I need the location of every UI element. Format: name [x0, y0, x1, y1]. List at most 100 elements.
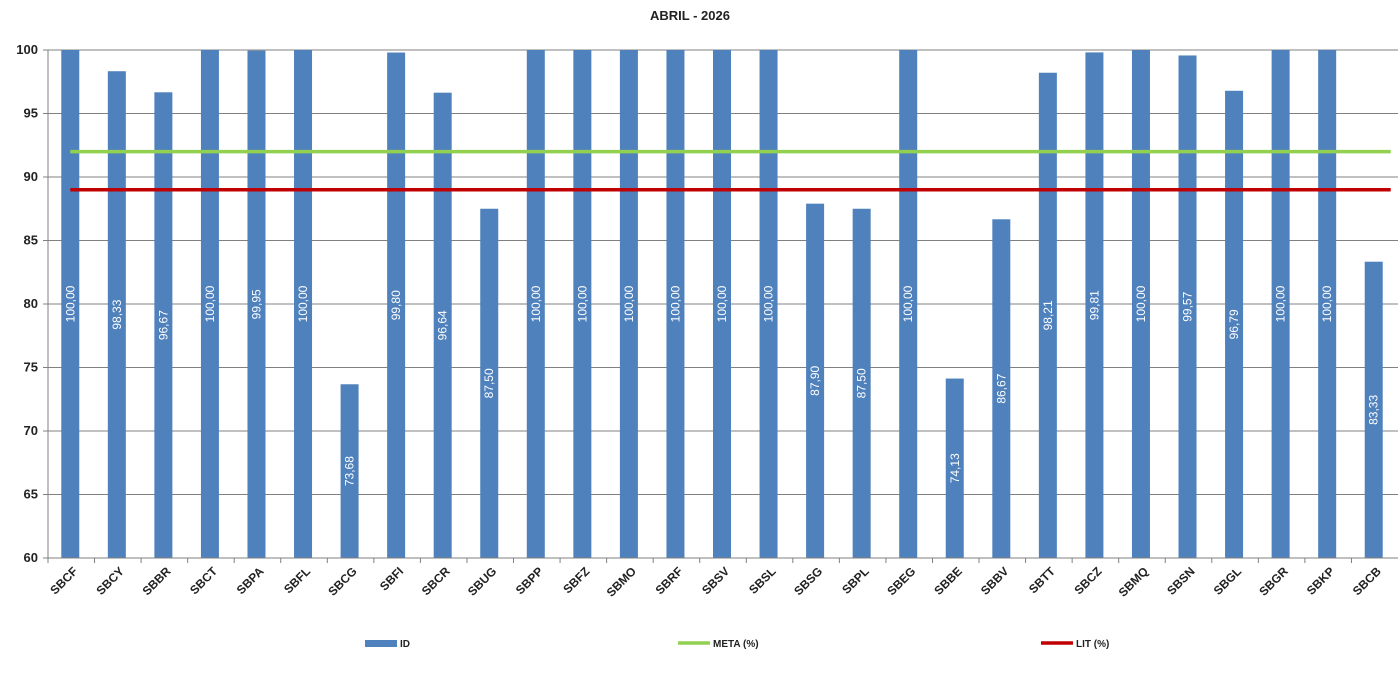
data-label: 100,00 — [715, 285, 729, 322]
x-tick-label: SBCB — [1350, 564, 1384, 598]
data-label: 74,13 — [948, 453, 962, 483]
data-label: 100,00 — [529, 285, 543, 322]
x-tick-label: SBUG — [465, 564, 499, 598]
data-label: 100,00 — [63, 285, 77, 322]
legend-label: ID — [400, 639, 410, 650]
data-label: 83,33 — [1367, 395, 1381, 425]
axes — [47, 50, 1398, 559]
data-label: 87,50 — [482, 368, 496, 398]
x-tick-label: SBCY — [93, 564, 126, 597]
x-tick-label: SBPP — [513, 564, 546, 597]
bar-sbsl — [759, 50, 778, 558]
data-label: 99,57 — [1181, 291, 1195, 321]
x-tick-label: SBGR — [1256, 564, 1291, 599]
x-tick-label: SBSV — [699, 564, 732, 597]
x-tick-label: SBCF — [47, 564, 80, 597]
y-tick-label: 80 — [24, 296, 38, 311]
data-label: 100,00 — [575, 285, 589, 322]
bar-sbmo — [619, 50, 638, 558]
data-label: 99,81 — [1087, 290, 1101, 320]
data-label: 99,80 — [389, 290, 403, 320]
legend-label: LIT (%) — [1076, 639, 1109, 650]
x-tick-label: SBCR — [419, 564, 453, 598]
bar-sbgl — [1225, 90, 1244, 558]
data-label: 96,67 — [156, 310, 170, 340]
x-tick-label: SBFI — [377, 564, 406, 593]
data-label: 73,68 — [343, 456, 357, 486]
data-label: 98,21 — [1041, 300, 1055, 330]
y-tick-label: 65 — [24, 487, 38, 502]
bar-sbeg — [899, 50, 918, 558]
x-tick-label: SBSL — [746, 564, 779, 597]
bar-sbug — [480, 208, 499, 558]
x-tick-label: SBRF — [653, 564, 686, 597]
legend: ID META (%) LIT (%) — [365, 639, 1109, 650]
x-tick-label: SBKP — [1304, 564, 1337, 597]
x-tick-label: SBCT — [187, 564, 220, 597]
data-label: 96,64 — [436, 310, 450, 340]
x-tick-label: SBFL — [281, 564, 313, 596]
y-tick-label: 90 — [24, 169, 38, 184]
bar-sbtt — [1038, 72, 1057, 558]
data-label: 100,00 — [296, 285, 310, 322]
x-tick-label: SBSN — [1164, 564, 1197, 597]
legend-label: META (%) — [713, 639, 759, 650]
data-label: 100,00 — [762, 285, 776, 322]
data-label: 100,00 — [1134, 285, 1148, 322]
bar-sbcb — [1364, 261, 1383, 558]
bar-sbkp — [1318, 50, 1337, 558]
x-tick-label: SBBR — [140, 564, 174, 598]
bar-sbfz — [573, 50, 592, 558]
chart-title: ABRIL - 2026 — [650, 8, 730, 23]
data-labels: 100,00 98,33 96,67 100,00 99,95 100,00 73,68 99… — [63, 285, 1380, 486]
bar-sbcr — [433, 92, 452, 558]
data-label: 87,50 — [855, 368, 869, 398]
x-tick-label: SBCZ — [1072, 564, 1105, 597]
data-label: 98,33 — [110, 299, 124, 329]
data-label: 96,79 — [1227, 309, 1241, 339]
bar-sbct — [200, 50, 219, 558]
bar-sbsn — [1178, 55, 1197, 558]
bar-sbbe — [945, 378, 964, 558]
data-label: 100,00 — [901, 285, 915, 322]
bar-sbbr — [154, 92, 173, 558]
x-axis-ticks: SBCF SBCY SBBR SBCT SBPA SBFL SBCG SBFI SBCR SBUG… — [47, 558, 1384, 600]
bar-sbfi — [387, 52, 406, 558]
data-label: 87,90 — [808, 365, 822, 395]
bar-sbpp — [526, 50, 545, 558]
y-axis-ticks: 60 65 70 75 80 85 90 95 100 — [16, 42, 38, 565]
data-label: 100,00 — [1320, 285, 1334, 322]
data-label: 86,67 — [994, 373, 1008, 403]
bar-sbcf — [61, 50, 80, 558]
x-tick-label: SBGL — [1211, 564, 1244, 597]
bar-sbbv — [992, 219, 1011, 558]
data-label: 100,00 — [668, 285, 682, 322]
y-tick-label: 60 — [24, 550, 38, 565]
bar-sbcz — [1085, 52, 1104, 559]
legend-swatch-id — [365, 640, 397, 647]
bar-sbpl — [852, 208, 871, 558]
y-tick-label: 85 — [24, 233, 38, 248]
bar-sbmq — [1131, 50, 1150, 558]
bar-sbcg — [340, 384, 359, 558]
x-tick-label: SBBE — [931, 564, 964, 597]
data-label: 100,00 — [1274, 285, 1288, 322]
y-tick-label: 100 — [16, 42, 38, 57]
x-tick-label: SBMQ — [1116, 564, 1151, 599]
bar-sbfl — [294, 50, 313, 558]
x-tick-label: SBPA — [234, 564, 267, 597]
y-tick-label: 75 — [24, 360, 38, 375]
bars — [61, 50, 1383, 559]
data-label: 100,00 — [622, 285, 636, 322]
y-tick-label: 95 — [24, 106, 38, 121]
bar-sbsv — [713, 50, 731, 558]
data-label: 100,00 — [203, 285, 217, 322]
bar-sbrf — [666, 50, 685, 558]
x-tick-label: SBBV — [978, 564, 1011, 597]
x-tick-label: SBSG — [791, 564, 825, 598]
x-tick-label: SBFZ — [560, 564, 592, 596]
x-tick-label: SBTT — [1026, 564, 1059, 597]
data-label: 99,95 — [249, 289, 263, 319]
